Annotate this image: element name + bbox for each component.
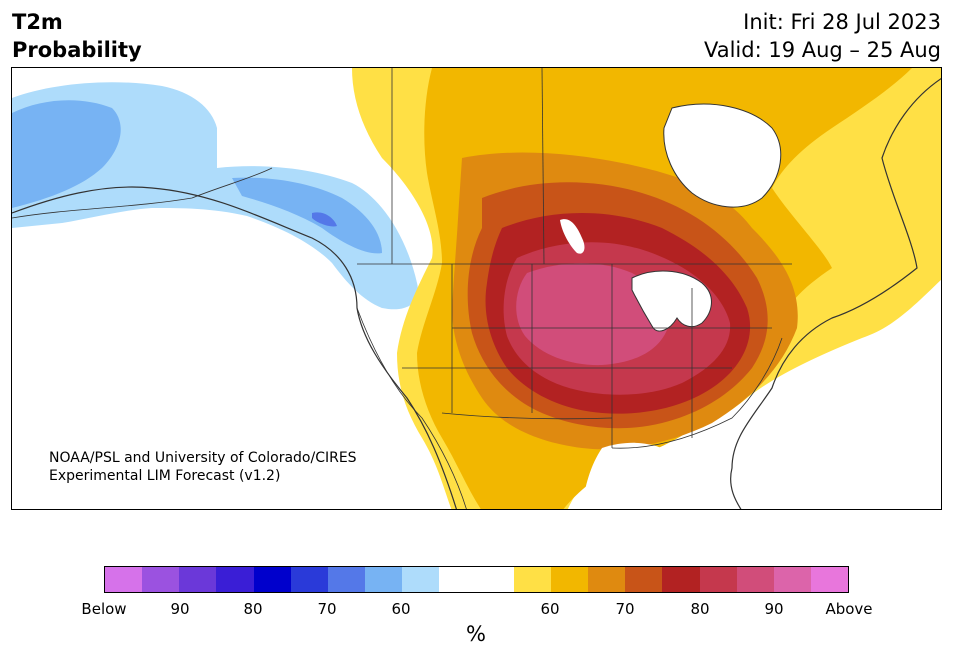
credit-line-2: Experimental LIM Forecast (v1.2) (49, 468, 281, 484)
date-info: Init: Fri 28 Jul 2023 Valid: 19 Aug – 25… (704, 8, 941, 64)
probability-map (11, 67, 942, 510)
colorbar (104, 566, 849, 593)
map-canvas (12, 68, 941, 509)
colorbar-swatch (773, 567, 811, 592)
colorbar-swatch (142, 567, 180, 592)
colorbar-tick-label: 90 (170, 600, 190, 618)
borders (12, 68, 792, 509)
colorbar-tick-label: 70 (615, 600, 635, 618)
colorbar-swatch (550, 567, 589, 592)
colorbar-tick-label: Above (825, 600, 873, 618)
colorbar-swatch (513, 567, 551, 592)
colorbar-swatch (662, 567, 700, 592)
colorbar-swatch (439, 567, 477, 592)
colorbar-swatch (625, 567, 663, 592)
colorbar-tick-label: Below (81, 600, 127, 618)
colorbar-swatch (402, 567, 440, 592)
lake-winnipeg (560, 219, 585, 254)
cool-mid-region (12, 100, 382, 254)
colorbar-tick-label: 60 (540, 600, 560, 618)
credit-text: NOAA/PSL and University of Colorado/CIRE… (49, 449, 357, 485)
map-title: T2m Probability (12, 8, 142, 64)
product-label: Probability (12, 38, 142, 62)
colorbar-swatch (810, 567, 849, 592)
cool-dark-region (312, 212, 337, 227)
colorbar-swatch (105, 567, 143, 592)
colorbar-swatch (253, 567, 291, 592)
colorbar-tick-label: 70 (317, 600, 337, 618)
colorbar-tick-label: 60 (391, 600, 411, 618)
hudson-bay (663, 103, 782, 208)
warm-90-region (516, 263, 668, 366)
coastline (12, 77, 941, 509)
colorbar-swatch (736, 567, 774, 592)
colorbar-swatch (365, 567, 403, 592)
colorbar-swatch (327, 567, 366, 592)
colorbar-tick-label: 80 (243, 600, 263, 618)
init-date: Init: Fri 28 Jul 2023 (743, 10, 941, 34)
colorbar-unit: % (466, 622, 486, 646)
colorbar-tick-label: 90 (764, 600, 784, 618)
gulf-of-mexico (582, 442, 679, 509)
variable-label: T2m (12, 10, 63, 34)
credit-line-1: NOAA/PSL and University of Colorado/CIRE… (49, 450, 357, 466)
great-lakes (631, 270, 712, 332)
colorbar-swatch (216, 567, 254, 592)
colorbar-swatch (699, 567, 737, 592)
colorbar-tick-label: 80 (690, 600, 710, 618)
colorbar-swatch (290, 567, 328, 592)
colorbar-swatch (476, 567, 514, 592)
colorbar-swatch (179, 567, 217, 592)
colorbar-swatch (588, 567, 626, 592)
valid-date: Valid: 19 Aug – 25 Aug (703, 38, 941, 62)
